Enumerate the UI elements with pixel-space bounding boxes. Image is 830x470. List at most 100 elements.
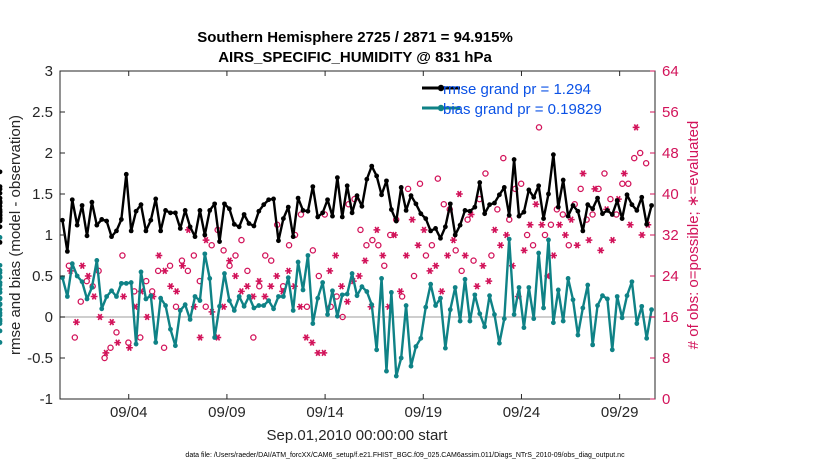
y2-tick-label: 56 bbox=[662, 104, 679, 121]
obs-evaluated-marker bbox=[255, 277, 263, 285]
obs-possible-marker bbox=[178, 257, 186, 264]
rmse-point bbox=[290, 234, 296, 240]
bias-point bbox=[246, 294, 252, 299]
bias-point bbox=[398, 355, 404, 361]
bias-point bbox=[403, 303, 409, 308]
obs-possible-marker bbox=[410, 272, 418, 280]
bias-point bbox=[79, 279, 85, 285]
bias-point bbox=[550, 320, 556, 326]
bias-point bbox=[585, 282, 591, 288]
obs-evaluated-marker bbox=[344, 298, 351, 305]
obs-possible-marker bbox=[363, 241, 370, 249]
obs-possible-marker bbox=[369, 236, 376, 244]
y-tick-label: 1.5 bbox=[32, 186, 53, 203]
obs-evaluated-marker bbox=[237, 288, 245, 295]
bias-point bbox=[300, 287, 306, 293]
rmse-point bbox=[452, 232, 458, 238]
legend-bias-marker bbox=[437, 104, 445, 112]
bias-point bbox=[84, 296, 90, 302]
x-tick-label: 09/24 bbox=[503, 404, 541, 421]
obs-possible-marker bbox=[440, 200, 448, 208]
bias-point bbox=[74, 273, 80, 279]
bias-point bbox=[516, 285, 522, 290]
obs-possible-marker bbox=[470, 257, 477, 264]
obs-evaluated-marker bbox=[408, 216, 416, 223]
obs-possible-marker bbox=[238, 236, 245, 244]
x-tick-label: 09/29 bbox=[601, 404, 639, 421]
bias-point bbox=[521, 325, 527, 331]
rmse-point bbox=[138, 202, 144, 208]
rmse-point bbox=[423, 216, 429, 222]
bias-point bbox=[266, 298, 272, 303]
rmse-point bbox=[231, 221, 237, 227]
obs-evaluated-marker bbox=[120, 293, 127, 300]
bias-point bbox=[320, 280, 326, 285]
obs-possible-marker bbox=[208, 241, 215, 249]
obs-evaluated-marker bbox=[597, 247, 605, 254]
obs-possible-marker bbox=[303, 303, 311, 310]
bias-point bbox=[0, 290, 3, 295]
bias-point bbox=[172, 343, 178, 349]
rmse-point bbox=[158, 228, 164, 234]
rmse-point bbox=[241, 212, 247, 217]
bias-point bbox=[595, 303, 600, 308]
obs-possible-marker bbox=[523, 231, 531, 239]
obs-possible-marker bbox=[250, 334, 257, 341]
obs-possible-marker bbox=[297, 211, 305, 218]
obs-evaluated-marker bbox=[226, 257, 233, 264]
obs-evaluated-marker bbox=[550, 252, 558, 259]
obs-evaluated-marker bbox=[432, 262, 440, 270]
bias-series bbox=[0, 235, 654, 379]
bias-point bbox=[413, 344, 419, 349]
y2-tick-label: 32 bbox=[662, 227, 679, 244]
bias-point bbox=[492, 312, 497, 317]
obs-evaluated-marker bbox=[102, 349, 110, 357]
bias-point bbox=[467, 318, 473, 324]
bias-point bbox=[580, 305, 586, 311]
rmse-point bbox=[644, 221, 650, 227]
bias-point bbox=[148, 293, 154, 299]
obs-possible-marker bbox=[184, 267, 192, 275]
bias-point bbox=[163, 303, 168, 308]
obs-evaluated-marker bbox=[638, 231, 646, 239]
obs-evaluated-marker bbox=[126, 344, 133, 352]
obs-possible-marker bbox=[642, 159, 650, 167]
bias-point bbox=[609, 347, 615, 353]
y-tick-label: 2 bbox=[45, 145, 53, 162]
chart-title: Southern Hemisphere 2725 / 2871 = 94.915… bbox=[197, 29, 513, 46]
bias-point bbox=[197, 298, 203, 303]
bias-point bbox=[182, 302, 188, 308]
rmse-point bbox=[94, 222, 100, 228]
bias-point bbox=[575, 332, 581, 338]
bias-point bbox=[604, 296, 610, 302]
bias-point bbox=[526, 285, 532, 290]
bias-point bbox=[501, 316, 507, 322]
obs-possible-marker bbox=[262, 252, 269, 259]
bias-point bbox=[330, 288, 335, 294]
bias-point bbox=[334, 313, 340, 319]
bias-point bbox=[0, 340, 3, 345]
bias-point bbox=[428, 281, 434, 287]
rmse-point bbox=[128, 228, 134, 234]
rmse-point bbox=[619, 216, 625, 222]
obs-evaluated-marker bbox=[161, 267, 169, 275]
bias-point bbox=[256, 303, 262, 308]
rmse-point bbox=[74, 222, 80, 228]
obs-evaluated-marker bbox=[243, 282, 251, 290]
bias-point bbox=[624, 293, 630, 299]
bias-point bbox=[104, 294, 110, 299]
rmse-point bbox=[374, 173, 380, 179]
rmse-point bbox=[379, 192, 384, 198]
bias-point bbox=[0, 307, 3, 313]
obs-evaluated-marker bbox=[302, 334, 310, 341]
rmse-point bbox=[467, 208, 473, 214]
obs-evaluated-marker bbox=[84, 272, 92, 280]
bias-point bbox=[644, 335, 650, 341]
obs-possible-marker bbox=[202, 303, 209, 310]
obs-possible-marker bbox=[636, 149, 644, 157]
obs-possible-marker bbox=[577, 185, 584, 193]
bias-point bbox=[295, 259, 301, 265]
rmse-point bbox=[506, 212, 512, 218]
obs-evaluated-marker bbox=[579, 170, 587, 177]
rmse-point bbox=[359, 203, 365, 209]
